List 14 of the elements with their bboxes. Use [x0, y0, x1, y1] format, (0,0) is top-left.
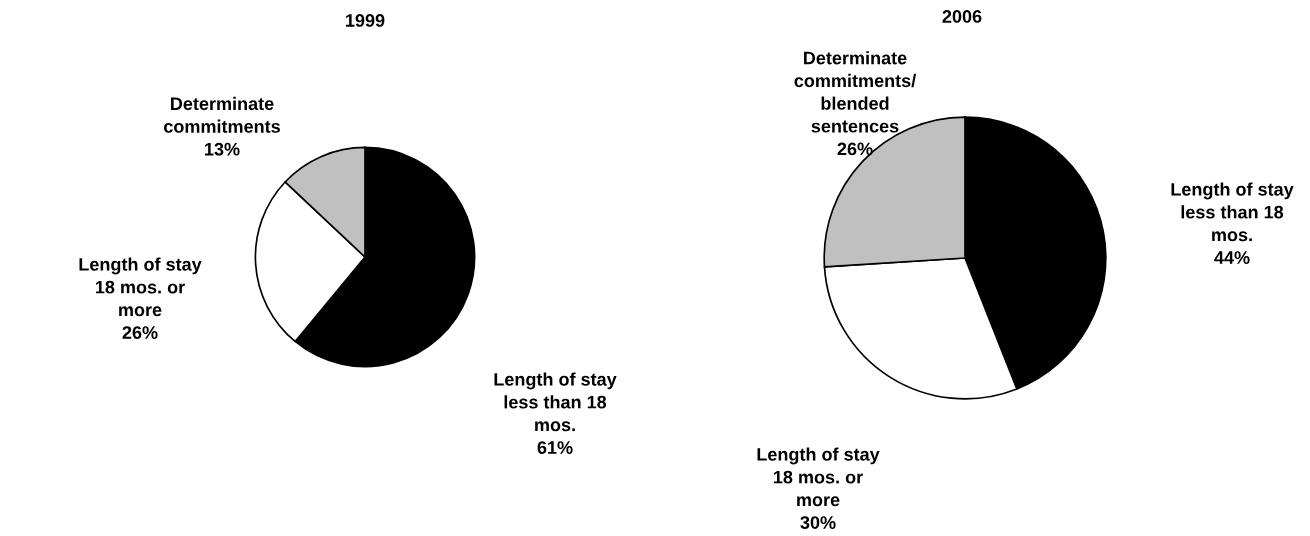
data-label: 30%: [800, 516, 836, 529]
slice-label: Length of stay 18 mos. or more: [79, 257, 202, 317]
data-label: 44%: [1214, 251, 1250, 264]
slice-label: Length of stay less than 18 mos.: [494, 372, 617, 432]
slice-label: Determinate commitments/ blended sentences: [794, 51, 917, 133]
slice-label: Determinate commitments: [164, 96, 280, 133]
slice-label: Length of stay 18 mos. or more: [757, 447, 880, 507]
data-label: 26%: [837, 142, 873, 156]
data-label: 61%: [537, 441, 573, 454]
chart-title: 2006: [942, 10, 982, 23]
slice-label: Length of stay less than 18 mos.: [1171, 182, 1294, 242]
chart-title: 1999: [346, 14, 385, 27]
data-label: 13%: [205, 142, 240, 156]
data-label: 26%: [122, 326, 158, 339]
